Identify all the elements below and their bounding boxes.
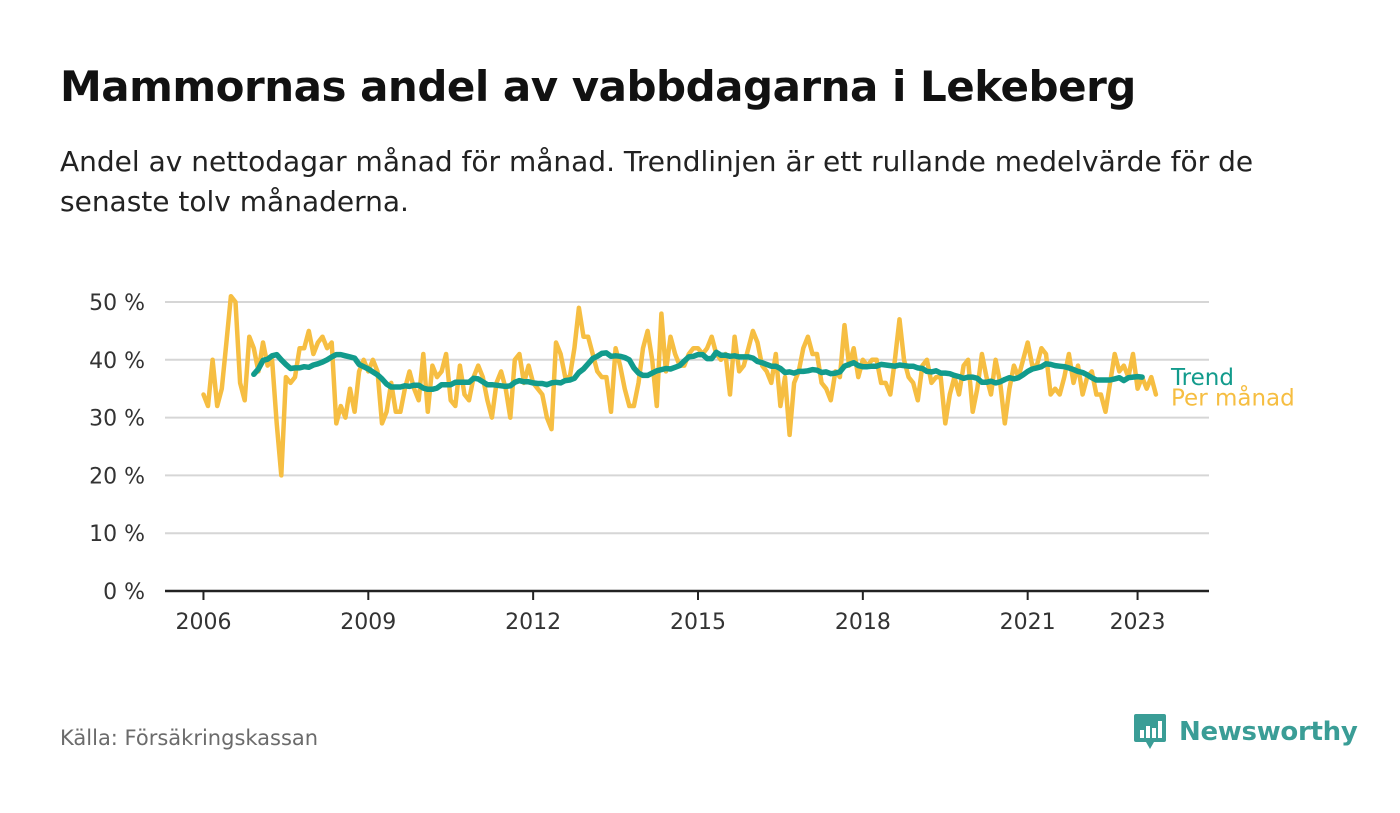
series-label-per-manad: Per månad xyxy=(1171,383,1295,411)
x-tick-label: 2012 xyxy=(505,610,561,635)
newsworthy-logo-icon xyxy=(1134,714,1166,749)
x-tick-label: 2021 xyxy=(1000,610,1056,635)
series-line-trend xyxy=(251,349,1145,393)
y-axis-tick-labels: 0 % 10 % 20 % 30 % 40 % 50 % xyxy=(89,291,145,605)
brand-name: Newsworthy xyxy=(1179,717,1358,747)
series-label-trend: Trend xyxy=(1170,365,1234,391)
source-note: Källa: Försäkringskassan xyxy=(60,726,319,750)
y-tick-label: 20 % xyxy=(89,464,145,489)
x-tick-label: 2018 xyxy=(835,610,891,635)
x-tick-label: 2015 xyxy=(670,610,726,635)
x-tick-label: 2009 xyxy=(340,610,396,635)
y-tick-label: 10 % xyxy=(89,522,145,547)
series-trend xyxy=(251,349,1145,393)
series-line-per-manad xyxy=(201,293,1159,478)
x-tick-label: 2006 xyxy=(175,610,231,635)
y-tick-label: 50 % xyxy=(89,291,145,316)
series-per-manad xyxy=(201,293,1159,478)
newsworthy-logo[interactable]: Newsworthy xyxy=(1133,712,1358,752)
x-axis: 2006 2009 2012 2015 2018 2021 2023 xyxy=(165,589,1209,635)
y-tick-label: 0 % xyxy=(103,580,145,605)
chart-subtitle: Andel av nettodagar månad för månad. Tre… xyxy=(60,145,1254,218)
x-tick-label: 2023 xyxy=(1110,610,1166,635)
y-tick-label: 40 % xyxy=(89,349,145,374)
chart-title: Mammornas andel av vabbdagarna i Lekeber… xyxy=(60,62,1136,111)
y-tick-label: 30 % xyxy=(89,407,145,432)
